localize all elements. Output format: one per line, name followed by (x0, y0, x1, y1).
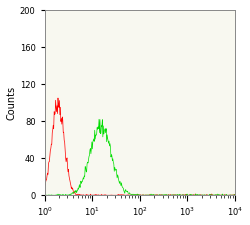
Y-axis label: Counts: Counts (7, 86, 17, 120)
